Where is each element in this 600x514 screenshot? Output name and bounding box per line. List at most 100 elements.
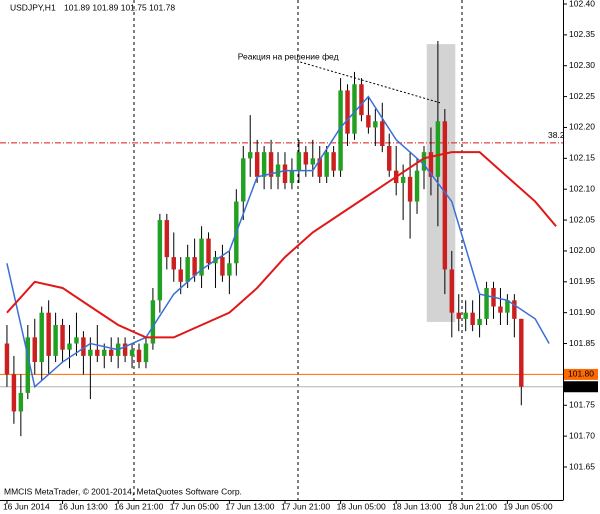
candle-body — [227, 263, 232, 276]
y-tick-label: 102.00 — [569, 245, 595, 255]
y-tick-label: 101.70 — [569, 430, 595, 440]
footer: MMCIS MetaTrader, © 2001-2014, MetaQuote… — [4, 486, 242, 496]
moving-average — [6, 95, 550, 389]
candle-body — [11, 374, 17, 412]
y-tick-label: 101.65 — [569, 461, 595, 471]
x-tick-label: 16 Jun 2014 — [3, 501, 50, 511]
candle-body — [129, 349, 135, 356]
y-tick-label: 102.40 — [569, 0, 595, 8]
candle-body — [25, 337, 31, 393]
x-tick-label: 18 Jun 05:00 — [337, 501, 386, 511]
candle-body — [171, 257, 176, 270]
y-tick-label: 102.25 — [569, 91, 595, 101]
annotation-line — [300, 61, 441, 104]
candle-body — [199, 238, 204, 276]
candle-body — [60, 325, 65, 350]
candle-body — [345, 90, 350, 134]
candle-body — [498, 306, 503, 313]
candle-body — [4, 343, 10, 375]
candle-body — [143, 343, 149, 363]
candle-body — [254, 152, 260, 177]
candle-body — [338, 90, 343, 171]
candle-body — [247, 152, 253, 159]
y-tick-label: 102.20 — [569, 122, 595, 132]
y-tick-label: 102.30 — [569, 60, 595, 70]
header-values: 101.89 101.89 101.75 101.78 — [64, 2, 175, 12]
candle-body — [331, 152, 336, 171]
price-label-box — [564, 368, 598, 380]
candle-body — [359, 84, 364, 116]
y-tick-label: 102.05 — [569, 214, 595, 224]
candle-body — [261, 152, 267, 177]
candle-body — [428, 152, 434, 177]
candle-body — [421, 152, 427, 171]
candle-body — [435, 121, 441, 177]
candle-body — [95, 349, 100, 356]
candle-body — [366, 115, 371, 128]
candle-body — [387, 145, 392, 171]
candle-body — [296, 152, 302, 171]
candle-body — [484, 287, 489, 319]
price-label-box — [564, 381, 598, 393]
candle-body — [373, 121, 378, 128]
price-label: 101.78 — [568, 381, 594, 391]
y-tick-label: 102.10 — [569, 183, 595, 193]
price-label: 101.80 — [568, 369, 594, 379]
candle-body — [470, 312, 475, 326]
candle-body — [407, 176, 413, 202]
chart-title: USDJPY,H1 — [10, 2, 56, 12]
candle-body — [275, 164, 281, 177]
candle-body — [108, 349, 114, 356]
candle-body — [18, 392, 24, 412]
candle-body — [400, 176, 406, 184]
candle-body — [122, 343, 128, 356]
candle-body — [39, 312, 44, 363]
candle-body — [74, 337, 79, 344]
x-tick-label: 16 Jun 13:00 — [59, 501, 108, 511]
candle-body — [477, 318, 482, 326]
x-tick-label: 18 Jun 21:00 — [448, 501, 497, 511]
candle-body — [282, 164, 288, 184]
candle-body — [192, 257, 197, 276]
x-tick-label: 17 Jun 21:00 — [281, 501, 330, 511]
candle-body — [157, 220, 163, 301]
candle-body — [442, 121, 448, 270]
candle-body — [53, 325, 58, 356]
candle-body — [136, 349, 142, 363]
y-tick-label: 101.75 — [569, 400, 595, 410]
annotation: Реакция на решение фед — [238, 51, 339, 61]
candle-body — [46, 312, 51, 356]
candle-body — [519, 318, 524, 387]
x-tick-label: 19 Jun 05:00 — [503, 501, 552, 511]
candle-body — [317, 158, 322, 177]
candle-body — [310, 158, 316, 165]
moving-average — [6, 151, 557, 339]
candle-body — [303, 152, 309, 165]
x-tick-label: 18 Jun 13:00 — [392, 501, 441, 511]
x-tick-label: 17 Jun 13:00 — [225, 501, 274, 511]
candle-body — [88, 349, 93, 356]
x-tick-label: 16 Jun 21:00 — [114, 501, 163, 511]
candle-body — [268, 152, 274, 177]
candle-body — [449, 269, 455, 313]
candle-body — [178, 269, 183, 282]
fib-label: 38.2 — [548, 130, 565, 140]
candle-body — [289, 170, 295, 184]
plot — [0, 41, 563, 437]
candle-body — [512, 300, 517, 319]
candle-body — [206, 238, 211, 264]
candle-body — [150, 300, 156, 344]
y-tick-label: 101.90 — [569, 307, 595, 317]
candle-body — [102, 349, 107, 356]
candle-body — [32, 337, 37, 363]
candle-body — [380, 121, 385, 146]
y-tick-label: 102.15 — [569, 153, 595, 163]
candle-body — [456, 312, 461, 319]
x-tick-label: 17 Jun 05:00 — [170, 501, 219, 511]
candle-body — [164, 220, 170, 258]
candle-body — [352, 84, 357, 134]
candle-body — [463, 312, 468, 319]
y-tick-label: 102.35 — [569, 29, 595, 39]
